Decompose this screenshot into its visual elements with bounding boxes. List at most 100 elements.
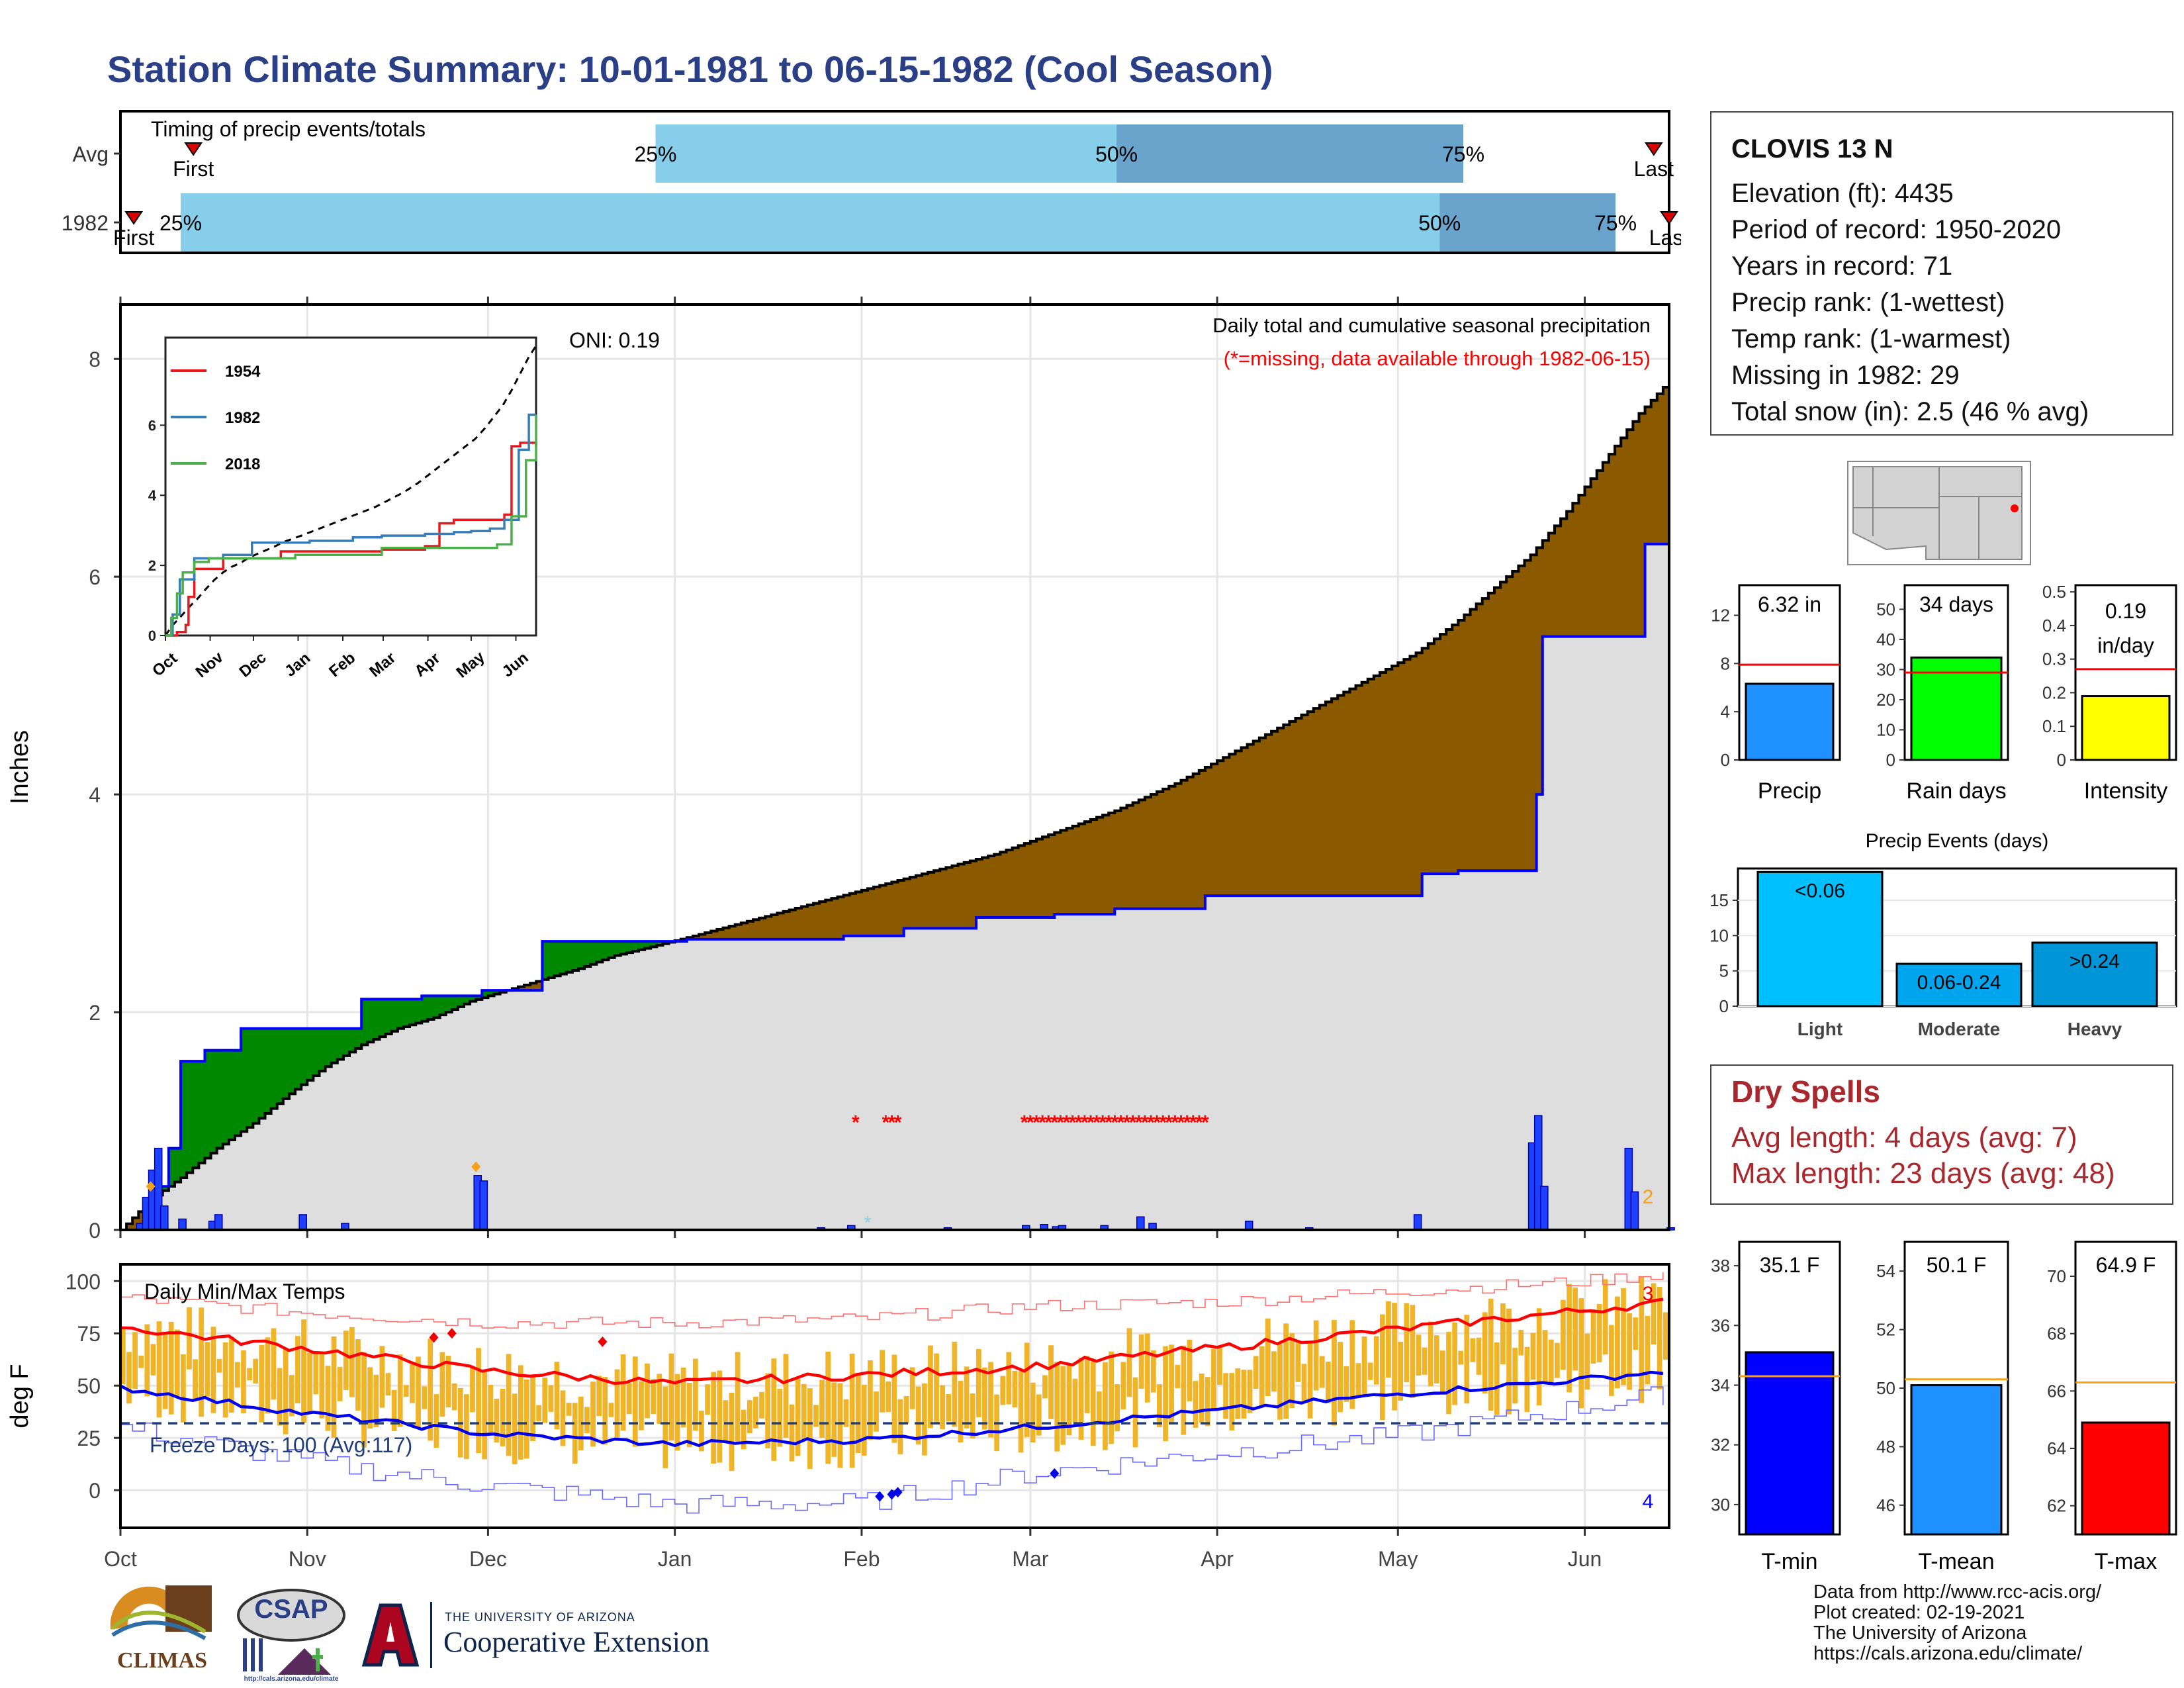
missing-day-marker: *: [852, 1112, 860, 1134]
daily-temp-bar: [560, 1390, 566, 1446]
daily-temp-bar: [801, 1383, 807, 1441]
daily-temp-bar: [807, 1388, 813, 1469]
deficit-fill: [1042, 837, 1049, 917]
deficit-fill: [1639, 413, 1646, 637]
deficit-fill: [1265, 734, 1272, 896]
daily-temp-bar: [451, 1383, 457, 1411]
daily-temp-bar: [410, 1364, 415, 1403]
deficit-fill: [1283, 724, 1290, 896]
daily-temp-bar: [222, 1342, 228, 1418]
csap-url: http://cals.arizona.edu/climate: [244, 1675, 339, 1683]
timing-pct-label: 50%: [1095, 142, 1138, 166]
daily-temp-bar: [632, 1356, 638, 1447]
surplus-fill: [385, 999, 392, 1034]
timing-pct-label: 25%: [634, 142, 676, 166]
station-location-marker: [2011, 504, 2019, 512]
deficit-fill: [1036, 839, 1043, 917]
snow-marker: [471, 1161, 481, 1172]
daily-temp-bar: [1561, 1299, 1566, 1370]
surplus-fill: [295, 1028, 302, 1090]
missing-day-marker: *: [1189, 1112, 1197, 1134]
surplus-fill: [331, 1028, 338, 1063]
surplus-fill: [651, 941, 657, 947]
daily-temp-bar: [1494, 1342, 1500, 1415]
daily-temp-bar: [1084, 1356, 1090, 1413]
deficit-fill: [1645, 406, 1652, 544]
missing-day-marker: *: [1111, 1112, 1118, 1134]
daily-temp-bar: [831, 1382, 837, 1457]
deficit-fill: [1530, 555, 1537, 871]
daily-temp-bar: [1018, 1371, 1024, 1453]
events-bar-label: Light: [1797, 1019, 1843, 1039]
dry-spells-avg: Avg length: 4 days (avg: 7): [1731, 1121, 2077, 1154]
daily-temp-bar: [686, 1383, 692, 1448]
surplus-fill: [639, 941, 645, 950]
temp-summary-ytick-label: 34: [1711, 1375, 1730, 1395]
daily-precip-bar: [1540, 1186, 1549, 1231]
daily-temp-bar: [1150, 1350, 1156, 1393]
daily-temp-bar: [819, 1380, 825, 1438]
daily-temp-bar: [578, 1396, 584, 1450]
daily-temp-bar: [542, 1378, 548, 1423]
daily-precip-bar: [479, 1180, 488, 1231]
deficit-fill: [1241, 747, 1248, 896]
deficit-fill: [729, 926, 736, 939]
daily-temp-bar: [680, 1367, 686, 1428]
deficit-fill: [1379, 672, 1387, 896]
temp-summary-ytick-label: 36: [1711, 1315, 1730, 1335]
temp-summary-ytick-label: 30: [1711, 1495, 1730, 1515]
timing-pct-label: 25%: [159, 211, 202, 235]
surplus-fill: [391, 999, 398, 1031]
daily-temp-bar: [777, 1388, 783, 1447]
temp-ylabel: deg F: [6, 1364, 34, 1428]
daily-temp-bar: [976, 1348, 981, 1417]
timing-first-marker: [124, 211, 143, 225]
daily-precip-bar: [1136, 1216, 1145, 1231]
inset-series-line: [165, 414, 537, 637]
missing-day-marker: *: [1135, 1112, 1143, 1134]
surplus-fill: [228, 1050, 236, 1141]
deficit-fill: [1608, 454, 1615, 637]
deficit-fill: [1326, 702, 1332, 896]
daily-temp-bar: [909, 1367, 915, 1409]
daily-temp-bar: [1024, 1342, 1030, 1437]
daily-temp-bar: [1211, 1348, 1216, 1410]
deficit-fill: [1150, 794, 1158, 909]
record-max-line: [120, 1272, 1664, 1329]
deficit-fill: [777, 913, 784, 939]
daily-temp-bar: [216, 1358, 222, 1373]
deficit-fill: [1138, 800, 1146, 909]
summary-value-label: 34 days: [1919, 592, 1993, 616]
summary-bar: [1745, 682, 1835, 761]
surplus-fill: [410, 999, 416, 1025]
deficit-fill: [886, 883, 892, 936]
station-name: CLOVIS 13 N: [1731, 134, 1893, 164]
daily-temp-bar: [645, 1363, 650, 1419]
daily-temp-bar: [1633, 1317, 1639, 1350]
surplus-fill: [566, 941, 573, 972]
daily-temp-bar: [886, 1381, 891, 1413]
missing-day-marker: *: [1032, 1112, 1040, 1134]
missing-day-marker: *: [894, 1112, 902, 1134]
daily-temp-bar: [674, 1374, 680, 1451]
temp-summary-ytick-label: 48: [1876, 1436, 1895, 1456]
record-low-marker: [875, 1491, 885, 1502]
daily-temp-bar: [1157, 1384, 1162, 1428]
surplus-fill: [222, 1050, 230, 1145]
temp-ytick-label: 75: [77, 1322, 101, 1346]
temp-summary-ytick-label: 62: [2047, 1496, 2066, 1516]
daily-temp-bar: [1115, 1383, 1120, 1432]
events-bar-value: 0.06-0.24: [1917, 972, 2001, 994]
daily-temp-bar: [747, 1400, 752, 1434]
daily-temp-bar: [506, 1354, 512, 1456]
surplus-fill: [626, 941, 633, 953]
surplus-fill: [463, 996, 471, 1004]
daily-temp-bar: [379, 1346, 385, 1408]
deficit-fill: [1458, 620, 1465, 871]
deficit-fill: [1572, 503, 1579, 637]
daily-temp-bar: [1301, 1364, 1307, 1403]
surplus-fill: [416, 999, 422, 1023]
daily-temp-bar: [1657, 1286, 1662, 1389]
daily-temp-bar: [1373, 1336, 1379, 1385]
surplus-fill: [301, 1028, 308, 1085]
